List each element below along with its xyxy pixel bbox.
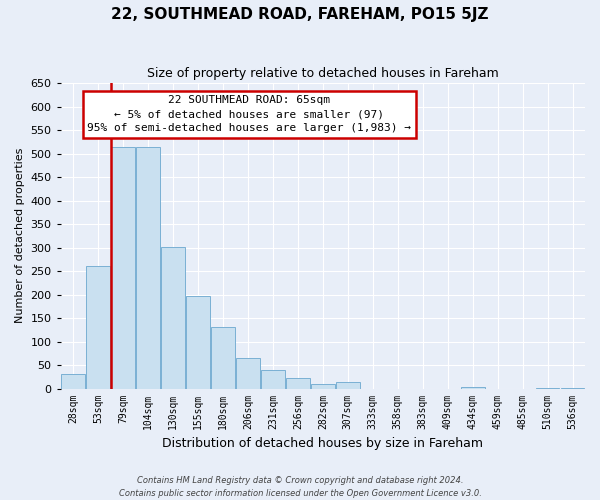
Bar — [136, 146, 160, 388]
Bar — [261, 370, 285, 388]
Bar — [186, 296, 210, 388]
Bar — [311, 384, 335, 388]
Bar — [61, 374, 85, 388]
Bar — [286, 378, 310, 388]
Bar — [86, 266, 110, 388]
Bar — [211, 328, 235, 388]
Bar — [236, 358, 260, 388]
Text: Contains HM Land Registry data © Crown copyright and database right 2024.
Contai: Contains HM Land Registry data © Crown c… — [119, 476, 481, 498]
Title: Size of property relative to detached houses in Fareham: Size of property relative to detached ho… — [147, 68, 499, 80]
Y-axis label: Number of detached properties: Number of detached properties — [15, 148, 25, 324]
Bar — [111, 146, 135, 388]
Bar — [461, 387, 485, 388]
Bar — [336, 382, 359, 388]
X-axis label: Distribution of detached houses by size in Fareham: Distribution of detached houses by size … — [163, 437, 484, 450]
Text: 22 SOUTHMEAD ROAD: 65sqm
← 5% of detached houses are smaller (97)
95% of semi-de: 22 SOUTHMEAD ROAD: 65sqm ← 5% of detache… — [88, 96, 412, 134]
Bar — [161, 246, 185, 388]
Text: 22, SOUTHMEAD ROAD, FAREHAM, PO15 5JZ: 22, SOUTHMEAD ROAD, FAREHAM, PO15 5JZ — [111, 8, 489, 22]
